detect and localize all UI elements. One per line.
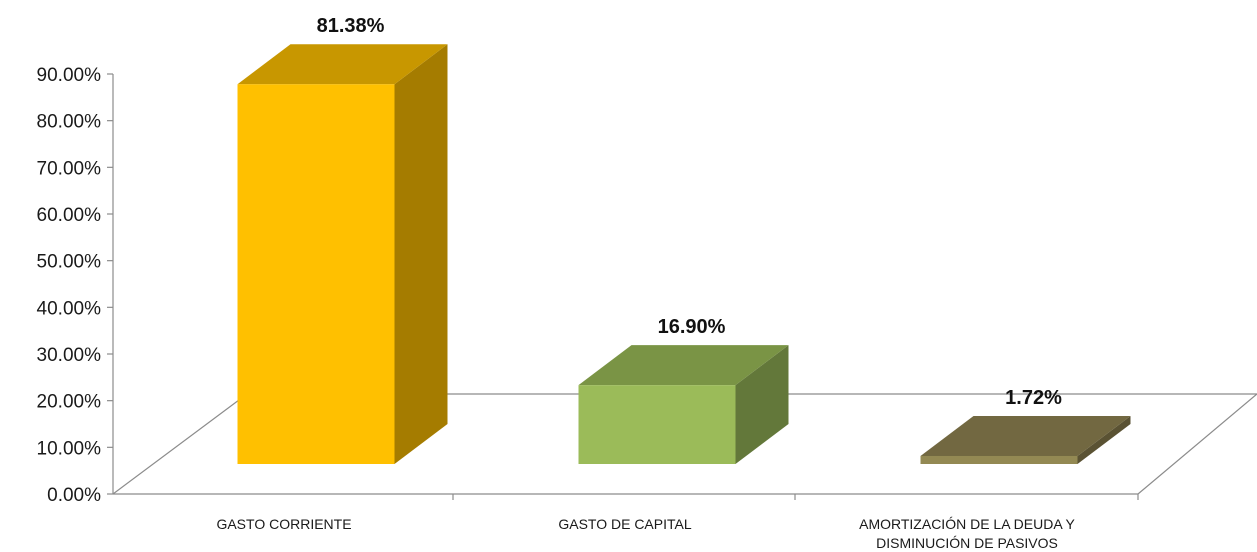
y-axis: 0.00% 10.00% 20.00% 30.00% 40.00% 50.00% 60.00… <box>37 65 1139 506</box>
y-tick-label: 80.00% <box>37 112 102 133</box>
y-tick-label: 60.00% <box>37 205 102 226</box>
y-tick-label: 70.00% <box>37 158 102 179</box>
bar-side <box>735 345 789 464</box>
bar-side <box>1077 415 1131 464</box>
bar <box>237 44 448 465</box>
category-label-line: DISMINUCIÓN DE PASIVOS <box>876 535 1058 551</box>
y-tick-label: 50.00% <box>37 252 102 273</box>
data-labels: 81.38% 16.90% 1.72% <box>317 15 1062 409</box>
category-labels: GASTO CORRIENTE GASTO DE CAPITAL AMORTIZAC… <box>216 516 1075 551</box>
y-tick-label: 90.00% <box>37 65 102 86</box>
y-tick-label: 40.00% <box>37 298 102 319</box>
y-tick-label: 30.00% <box>37 345 102 366</box>
category-label-line: GASTO CORRIENTE <box>216 516 351 532</box>
category-label: GASTO CORRIENTE <box>216 516 351 532</box>
bar-front <box>237 84 395 464</box>
data-label: 81.38% <box>317 15 385 37</box>
bar <box>920 415 1131 464</box>
data-label: 16.90% <box>658 316 726 338</box>
y-tick-label: 10.00% <box>37 438 102 459</box>
bar-side <box>394 44 448 465</box>
y-tick-label: 20.00% <box>37 392 102 413</box>
bar-front <box>578 385 736 464</box>
bar-top <box>578 345 789 386</box>
y-tick-label: 0.00% <box>47 485 101 506</box>
category-label: GASTO DE CAPITAL <box>558 516 692 532</box>
category-label: AMORTIZACIÓN DE LA DEUDA Y DISMINUCIÓN DE… <box>859 516 1075 551</box>
category-label-line: GASTO DE CAPITAL <box>558 516 692 532</box>
bar-top <box>920 415 1131 456</box>
data-label: 1.72% <box>1005 387 1062 409</box>
bar-top <box>237 44 448 85</box>
bars <box>237 44 1131 465</box>
category-label-line: AMORTIZACIÓN DE LA DEUDA Y <box>859 516 1075 532</box>
bar <box>578 345 789 464</box>
bar-front <box>920 455 1078 464</box>
